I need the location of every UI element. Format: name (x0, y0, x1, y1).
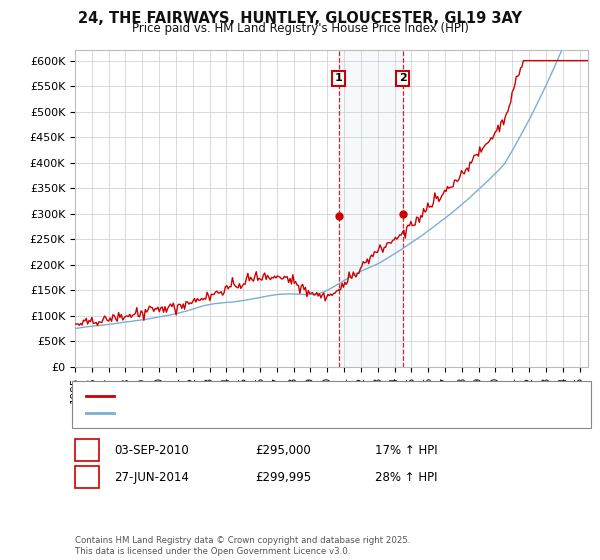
Text: £295,000: £295,000 (255, 444, 311, 457)
Bar (338, 50, 403, 367)
Text: £299,995: £299,995 (255, 470, 311, 484)
Text: HPI: Average price, detached house, Forest of Dean: HPI: Average price, detached house, Fore… (120, 408, 389, 418)
Text: 1: 1 (83, 444, 91, 457)
Text: 24, THE FAIRWAYS, HUNTLEY, GLOUCESTER, GL19 3AY: 24, THE FAIRWAYS, HUNTLEY, GLOUCESTER, G… (78, 11, 522, 26)
Text: 1: 1 (335, 73, 343, 83)
Text: 03-SEP-2010: 03-SEP-2010 (114, 444, 189, 457)
Text: 27-JUN-2014: 27-JUN-2014 (114, 470, 189, 484)
Text: 2: 2 (83, 470, 91, 484)
Text: Price paid vs. HM Land Registry's House Price Index (HPI): Price paid vs. HM Land Registry's House … (131, 22, 469, 35)
Text: 24, THE FAIRWAYS, HUNTLEY, GLOUCESTER, GL19 3AY (detached house): 24, THE FAIRWAYS, HUNTLEY, GLOUCESTER, G… (120, 391, 496, 401)
Text: Contains HM Land Registry data © Crown copyright and database right 2025.
This d: Contains HM Land Registry data © Crown c… (75, 536, 410, 556)
Text: 28% ↑ HPI: 28% ↑ HPI (375, 470, 437, 484)
Text: 17% ↑ HPI: 17% ↑ HPI (375, 444, 437, 457)
Text: 2: 2 (399, 73, 407, 83)
